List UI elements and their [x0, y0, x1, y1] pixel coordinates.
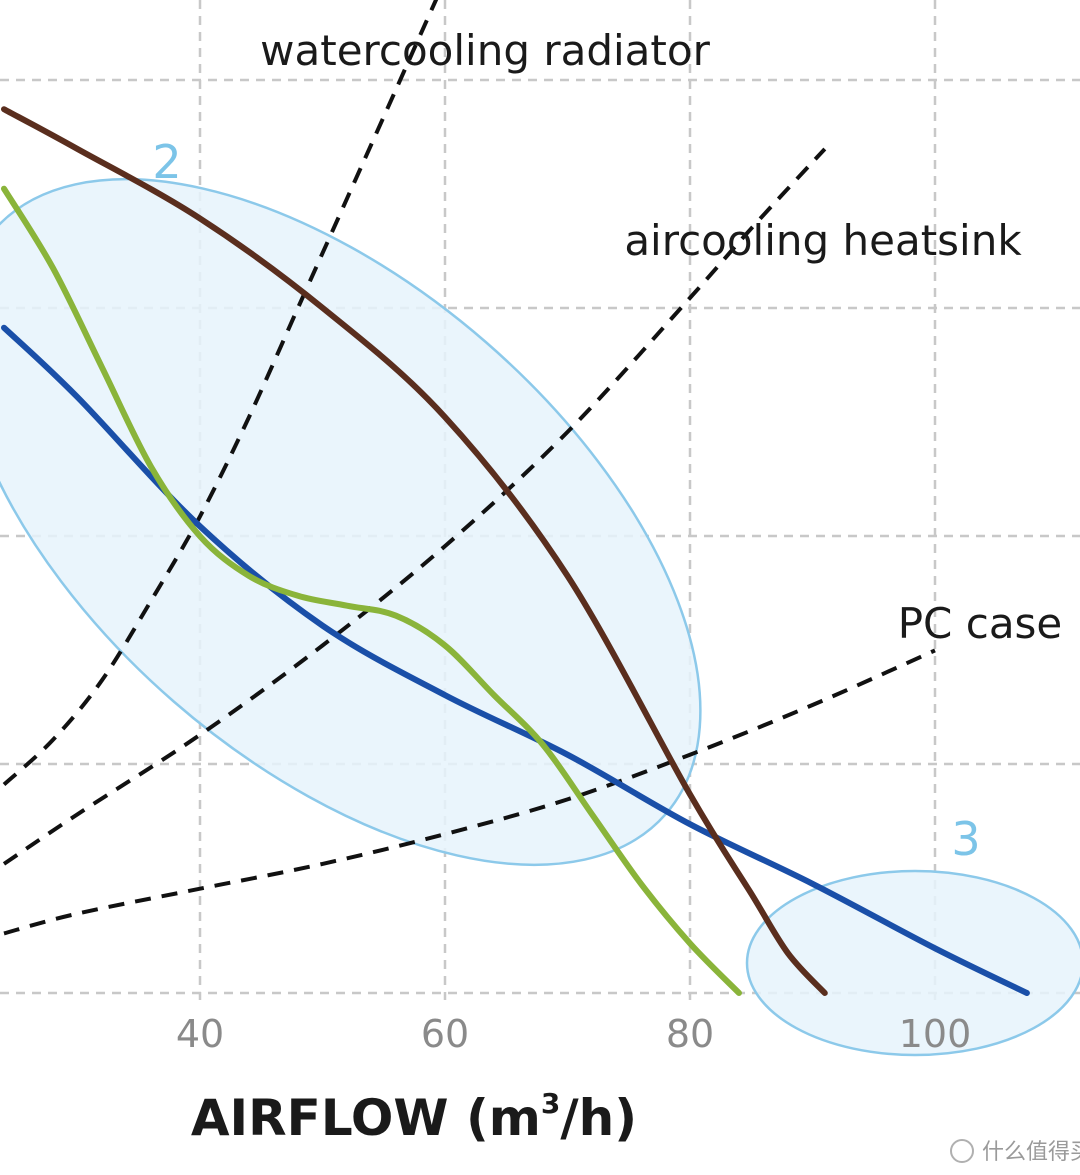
watermark: 什么值得买 — [950, 1139, 1080, 1165]
labels: 2 3 watercooling radiator aircooling heatsi… — [152, 26, 1062, 866]
pc-case-curve — [3, 648, 936, 936]
x-tick-label: 80 — [666, 1012, 714, 1056]
x-tick-labels: 40 60 80 100 — [176, 1012, 971, 1056]
watermark-logo-icon — [950, 1139, 974, 1163]
zones — [0, 177, 1080, 1057]
brown-fan-curve — [1, 106, 828, 996]
system-curves — [2, 0, 936, 936]
watermark-text: 什么值得买 — [982, 1140, 1080, 1165]
watercooling-radiator-label: watercooling radiator — [260, 26, 710, 75]
blue-fan-curve — [1, 324, 1030, 996]
x-tick-label: 40 — [176, 1012, 224, 1056]
zone-3-label: 3 — [951, 812, 980, 866]
fan-curves — [1, 106, 1030, 996]
x-tick-label: 100 — [899, 1012, 972, 1056]
x-tick-label: 60 — [421, 1012, 469, 1056]
aircooling-heatsink-curve — [2, 147, 827, 866]
aircooling-heatsink-label: aircooling heatsink — [624, 216, 1022, 265]
zone-2-label: 2 — [152, 135, 181, 189]
x-axis-title: AIRFLOW (m3/h) — [191, 1087, 637, 1147]
zone-3-ellipse — [745, 869, 1080, 1057]
watercooling-radiator-curve — [2, 0, 439, 786]
green-fan-curve — [1, 185, 742, 996]
pc-case-label: PC case — [898, 599, 1063, 648]
